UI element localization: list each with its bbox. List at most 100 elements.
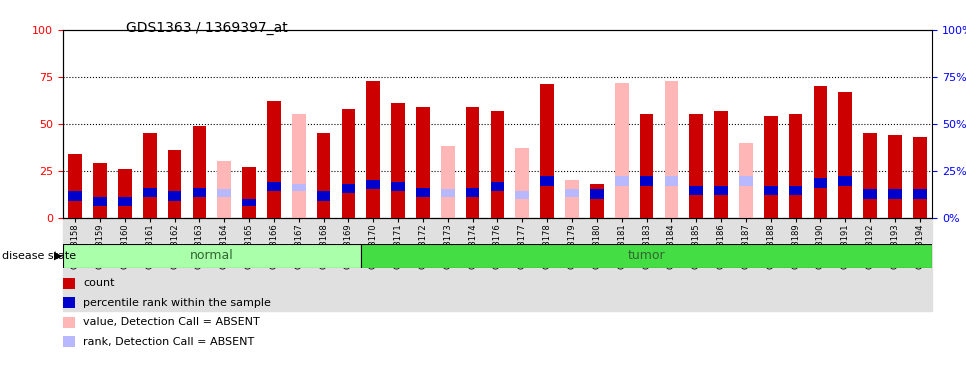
Bar	[610, 217, 634, 311]
Bar	[907, 217, 932, 311]
Bar	[584, 217, 610, 311]
Bar	[361, 217, 385, 311]
Bar	[391, 103, 405, 218]
Bar	[789, 114, 803, 218]
Bar	[714, 111, 728, 218]
Bar	[137, 217, 162, 311]
Bar	[466, 188, 479, 197]
Text: GDS1363 / 1369397_at: GDS1363 / 1369397_at	[126, 21, 287, 34]
Bar	[883, 217, 907, 311]
Bar	[268, 182, 281, 191]
Bar	[187, 217, 212, 311]
Bar	[510, 217, 535, 311]
Bar	[168, 150, 182, 217]
Bar	[286, 217, 311, 311]
Bar	[342, 184, 355, 193]
Bar	[491, 111, 504, 218]
Bar	[242, 167, 256, 218]
Bar	[94, 197, 107, 206]
Bar	[63, 244, 361, 268]
Bar	[88, 217, 112, 311]
Bar	[416, 107, 430, 218]
Bar	[416, 188, 430, 197]
Bar	[441, 189, 455, 197]
Bar	[913, 137, 926, 218]
Bar	[162, 217, 187, 311]
Bar	[888, 189, 902, 199]
Bar	[615, 82, 629, 218]
Bar	[639, 114, 653, 218]
Bar	[813, 178, 827, 188]
Bar	[659, 217, 684, 311]
Bar	[411, 217, 436, 311]
Bar	[460, 217, 485, 311]
Bar	[739, 176, 753, 186]
Bar	[63, 217, 88, 311]
Bar	[143, 133, 156, 218]
Bar	[217, 161, 231, 218]
Text: count: count	[83, 278, 115, 288]
Bar	[684, 217, 709, 311]
Bar	[540, 176, 554, 186]
Bar	[739, 142, 753, 218]
Bar	[590, 184, 604, 218]
Bar	[665, 176, 678, 186]
Bar	[112, 217, 137, 311]
Bar	[317, 191, 330, 201]
Bar	[714, 186, 728, 195]
Text: rank, Detection Call = ABSENT: rank, Detection Call = ABSENT	[83, 337, 254, 346]
Bar	[361, 244, 932, 268]
Bar	[192, 188, 207, 197]
Bar	[690, 114, 703, 218]
Bar	[69, 154, 82, 218]
Text: ▶: ▶	[54, 251, 63, 261]
Bar	[789, 186, 803, 195]
Bar	[615, 176, 629, 186]
Bar	[913, 189, 926, 199]
Bar	[838, 176, 852, 186]
Bar	[268, 101, 281, 217]
Bar	[634, 217, 659, 311]
Bar	[466, 107, 479, 218]
Bar	[783, 217, 808, 311]
Bar	[143, 188, 156, 197]
Bar	[559, 217, 584, 311]
Text: value, Detection Call = ABSENT: value, Detection Call = ABSENT	[83, 317, 260, 327]
Text: tumor: tumor	[628, 249, 666, 262]
Bar	[758, 217, 783, 311]
Bar	[69, 191, 82, 201]
Bar	[212, 217, 237, 311]
Bar	[242, 199, 256, 206]
Bar	[864, 189, 877, 199]
Bar	[311, 217, 336, 311]
Bar	[391, 182, 405, 191]
Bar	[237, 217, 262, 311]
Bar	[336, 217, 361, 311]
Bar	[690, 186, 703, 195]
Bar	[858, 217, 883, 311]
Bar	[888, 135, 902, 218]
Text: disease state: disease state	[2, 251, 76, 261]
Bar	[813, 86, 827, 218]
Text: normal: normal	[190, 249, 234, 262]
Bar	[733, 217, 758, 311]
Bar	[491, 182, 504, 191]
Bar	[516, 148, 529, 217]
Bar	[217, 189, 231, 197]
Bar	[764, 116, 778, 218]
Bar	[808, 217, 833, 311]
Bar	[485, 217, 510, 311]
Bar	[436, 217, 460, 311]
Bar	[665, 81, 678, 218]
Bar	[833, 217, 858, 311]
Bar	[535, 217, 559, 311]
Bar	[590, 189, 604, 199]
Bar	[366, 81, 381, 218]
Bar	[764, 186, 778, 195]
Bar	[516, 191, 529, 199]
Bar	[118, 169, 131, 217]
Text: percentile rank within the sample: percentile rank within the sample	[83, 298, 270, 307]
Bar	[565, 189, 579, 197]
Bar	[864, 133, 877, 218]
Bar	[366, 180, 381, 189]
